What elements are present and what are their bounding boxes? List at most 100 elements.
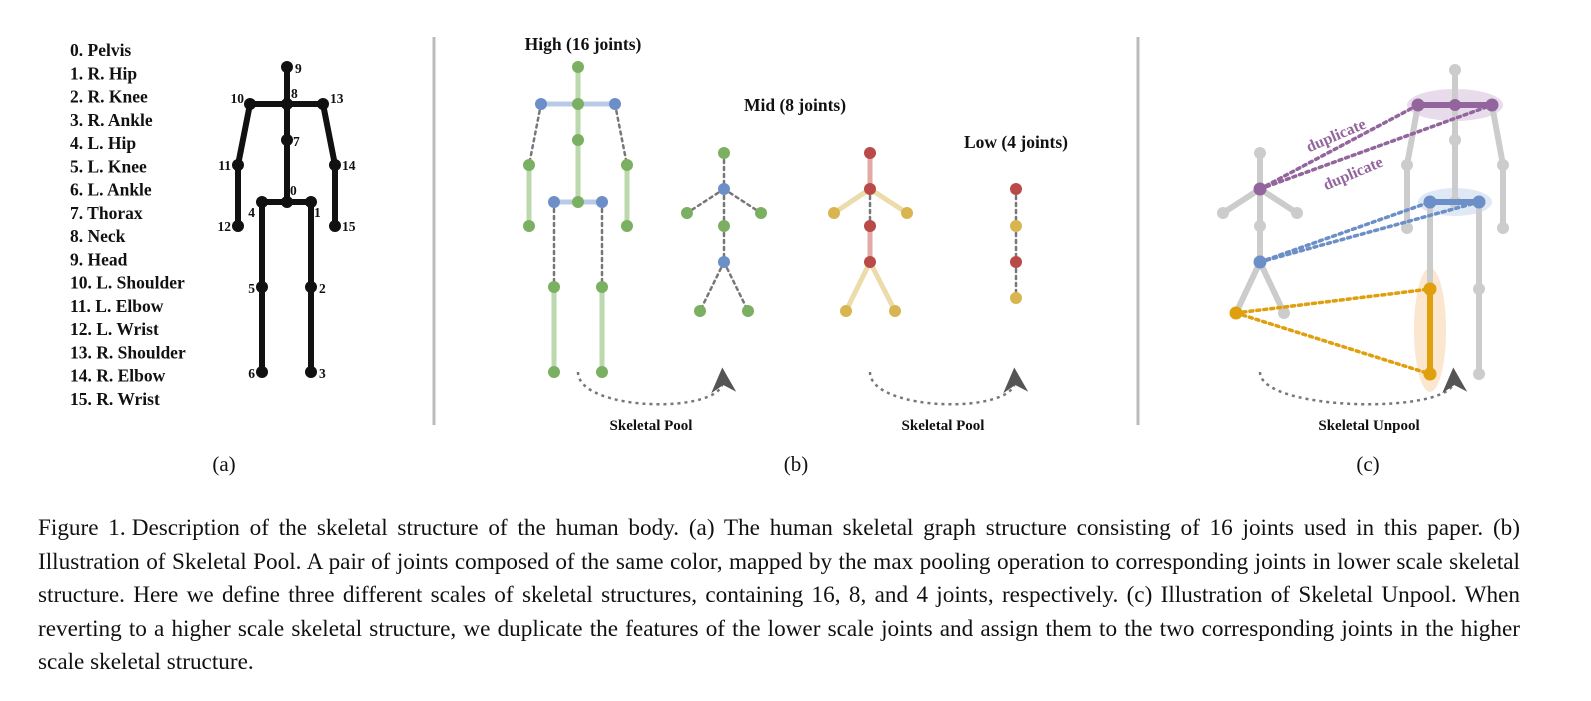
joint-list: 0. Pelvis 1. R. Hip 2. R. Knee 3. R. Ankle 4… — [70, 40, 186, 409]
small-skeleton-joint — [1254, 147, 1266, 159]
joint-list-item: 4. L. Hip — [70, 133, 136, 153]
duplicate-label-2: duplicate — [1321, 154, 1386, 194]
high-joint — [535, 98, 547, 110]
duplicate-line-orange — [1234, 311, 1432, 376]
joint-number-label: 11 — [218, 158, 231, 173]
joint-list-item: 12. L. Wrist — [70, 319, 159, 339]
joint-number-label: 6 — [248, 366, 255, 381]
joint-list-item: 14. R. Elbow — [70, 366, 166, 386]
mid-color-bone — [867, 259, 898, 314]
small-skeleton-joint — [1291, 207, 1303, 219]
mid-title: Mid (8 joints) — [744, 95, 846, 115]
panel-a-sublabel: (a) — [212, 452, 235, 476]
large-skeleton-joint — [1473, 368, 1485, 380]
small-skeleton-bone — [1257, 186, 1300, 216]
joint-list-item: 0. Pelvis — [70, 40, 131, 60]
pool-label-1: Skeletal Pool — [610, 418, 693, 434]
joint-number-label: 10 — [231, 91, 245, 106]
small-skeleton-joint — [1278, 307, 1290, 319]
duplicate-line-blue — [1258, 200, 1481, 264]
joint-number-label: 9 — [295, 61, 302, 76]
duplicate-line-orange — [1234, 287, 1432, 315]
joint-number-label: 0 — [290, 183, 297, 198]
skeleton-joint — [232, 220, 244, 232]
skeleton-joint — [305, 366, 317, 378]
panel-a: 0. Pelvis 1. R. Hip 2. R. Knee 3. R. Ankle 4… — [70, 40, 356, 476]
skeleton-joint — [256, 281, 268, 293]
joint-number-label: 7 — [293, 134, 300, 149]
duplicate-line-blue — [1258, 200, 1432, 264]
panel-c-sublabel: (c) — [1356, 452, 1379, 476]
small-skeleton-joint — [1254, 220, 1266, 232]
mid-joint — [681, 207, 693, 219]
duplicate-line-purple — [1258, 103, 1420, 191]
mid-joint — [742, 305, 754, 317]
small-skeleton-joint-purple — [1253, 182, 1267, 196]
joint-number-label: 4 — [248, 205, 255, 220]
joint-number-label: 5 — [248, 281, 255, 296]
mid-bone-dotted — [722, 187, 763, 215]
high-joint — [548, 196, 560, 208]
skeleton-joint — [329, 159, 341, 171]
skeleton-joint — [281, 61, 293, 73]
panel-b-sublabel: (b) — [784, 452, 809, 476]
mid-color-joint — [840, 305, 852, 317]
low-title: Low (4 joints) — [964, 132, 1068, 152]
panel-c: duplicate duplicate Skeletal Unpool (c) — [1217, 64, 1509, 476]
large-skeleton-joint — [1449, 64, 1461, 76]
small-skeleton-joint-blue — [1253, 255, 1267, 269]
mid-color-joint — [864, 183, 876, 195]
joint-list-item: 13. R. Shoulder — [70, 342, 186, 362]
joint-list-item: 11. L. Elbow — [70, 296, 164, 316]
mid-joint — [755, 207, 767, 219]
high-joint — [523, 220, 535, 232]
skeleton-joint — [305, 281, 317, 293]
large-skeleton-joint — [1449, 134, 1461, 146]
joint-number-label: 15 — [342, 219, 356, 234]
joint-number-label: 2 — [319, 281, 326, 296]
skeleton-joint — [244, 98, 256, 110]
mid-joint — [718, 220, 730, 232]
purple-pair-joint — [1449, 99, 1461, 111]
small-skeleton-bone — [1233, 259, 1263, 316]
skeleton-bone — [320, 101, 338, 168]
large-skeleton-joint — [1497, 159, 1509, 171]
high-joint — [621, 220, 633, 232]
joint-list-item: 1. R. Hip — [70, 63, 137, 83]
mid-color-joint — [864, 256, 876, 268]
skeleton-joint — [329, 220, 341, 232]
unpool-skeletons — [1217, 64, 1509, 392]
small-skeleton-bone — [1220, 186, 1263, 216]
joint-number-label: 14 — [342, 158, 356, 173]
mid-color-joint — [864, 147, 876, 159]
joint-number-label: 3 — [319, 366, 326, 381]
high-joint — [596, 281, 608, 293]
skeleton-joint — [281, 196, 293, 208]
joint-list-item: 9. Head — [70, 249, 128, 269]
mid-color-bone — [867, 186, 910, 216]
large-skeleton-joint — [1497, 222, 1509, 234]
skeleton-joint — [256, 366, 268, 378]
mid-bone-dotted — [722, 260, 750, 313]
low-joint — [1010, 220, 1022, 232]
joint-list-item: 5. L. Knee — [70, 156, 147, 176]
blue-pair-joint — [1423, 195, 1437, 209]
joint-number-label: 13 — [330, 91, 344, 106]
mid-color-joint — [828, 207, 840, 219]
pool-arrow-2 — [868, 367, 1029, 406]
small-skeleton-joint — [1217, 207, 1229, 219]
high-bone-dotted — [527, 102, 543, 167]
joint-list-item: 15. R. Wrist — [70, 389, 160, 409]
skeleton-joint — [305, 196, 317, 208]
caption-label: Figure 1. — [38, 515, 126, 541]
large-skeleton-bone — [1489, 102, 1506, 168]
low-joint — [1010, 256, 1022, 268]
high-joint — [548, 366, 560, 378]
joint-list-item: 7. Thorax — [70, 203, 143, 223]
small-skeleton-bone — [1257, 259, 1287, 316]
high-joint — [572, 98, 584, 110]
mid-color-bone — [831, 186, 873, 216]
small-skeleton-joint-orange — [1229, 306, 1243, 320]
high-joint — [572, 134, 584, 146]
